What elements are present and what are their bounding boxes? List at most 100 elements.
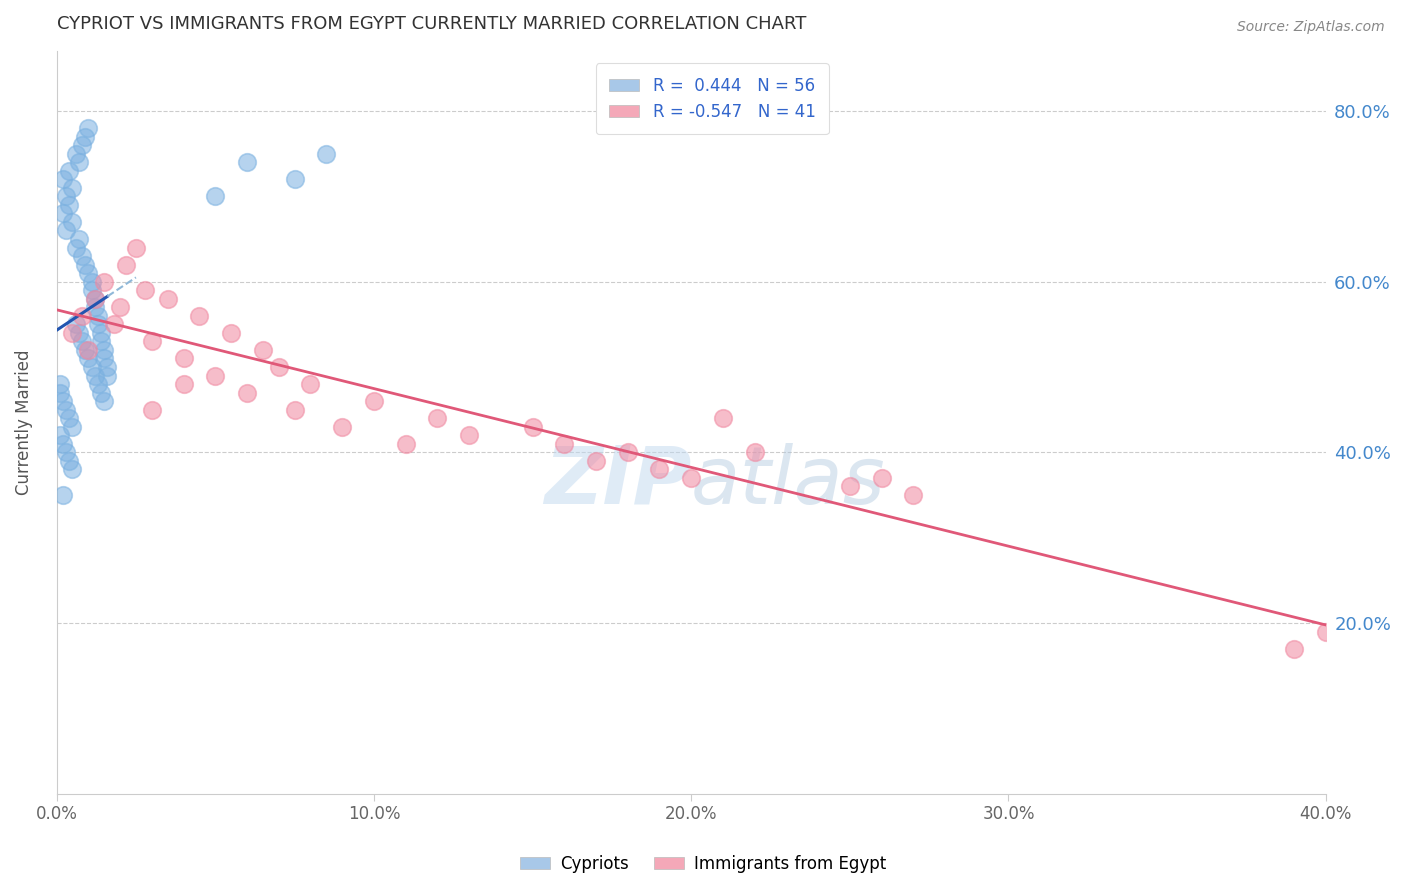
Point bbox=[77, 266, 100, 280]
Point bbox=[83, 292, 105, 306]
Point bbox=[363, 394, 385, 409]
Point bbox=[141, 334, 163, 349]
Point bbox=[49, 377, 72, 392]
Point bbox=[77, 351, 100, 366]
Point bbox=[52, 437, 75, 451]
Point bbox=[70, 249, 93, 263]
Point bbox=[80, 359, 103, 374]
Point bbox=[188, 309, 211, 323]
Point bbox=[80, 275, 103, 289]
Point bbox=[58, 411, 80, 425]
Point bbox=[93, 343, 115, 357]
Point bbox=[83, 292, 105, 306]
Point bbox=[870, 471, 893, 485]
Point bbox=[252, 343, 274, 357]
Point bbox=[616, 445, 638, 459]
Point bbox=[75, 129, 97, 144]
Point bbox=[75, 258, 97, 272]
Point bbox=[585, 454, 607, 468]
Point bbox=[93, 394, 115, 409]
Point bbox=[458, 428, 481, 442]
Point bbox=[58, 454, 80, 468]
Point bbox=[90, 385, 112, 400]
Point bbox=[648, 462, 671, 476]
Point bbox=[83, 300, 105, 314]
Point bbox=[83, 368, 105, 383]
Point bbox=[236, 155, 259, 169]
Point bbox=[65, 318, 87, 332]
Point bbox=[75, 343, 97, 357]
Point bbox=[236, 385, 259, 400]
Point bbox=[1282, 641, 1305, 656]
Point bbox=[299, 377, 322, 392]
Point bbox=[103, 318, 125, 332]
Point bbox=[87, 377, 110, 392]
Point bbox=[62, 462, 84, 476]
Point bbox=[70, 309, 93, 323]
Point bbox=[58, 198, 80, 212]
Point bbox=[90, 334, 112, 349]
Point bbox=[62, 215, 84, 229]
Point bbox=[173, 351, 195, 366]
Point bbox=[90, 326, 112, 340]
Text: Source: ZipAtlas.com: Source: ZipAtlas.com bbox=[1237, 20, 1385, 34]
Point bbox=[204, 368, 226, 383]
Point bbox=[284, 402, 307, 417]
Point bbox=[55, 223, 77, 237]
Point bbox=[204, 189, 226, 203]
Point bbox=[49, 428, 72, 442]
Point bbox=[284, 172, 307, 186]
Y-axis label: Currently Married: Currently Married bbox=[15, 350, 32, 495]
Point bbox=[96, 359, 118, 374]
Point bbox=[115, 258, 138, 272]
Point bbox=[65, 146, 87, 161]
Text: ZIP: ZIP bbox=[544, 442, 692, 521]
Point bbox=[65, 240, 87, 254]
Point bbox=[108, 300, 131, 314]
Point bbox=[55, 402, 77, 417]
Point bbox=[267, 359, 290, 374]
Point bbox=[93, 275, 115, 289]
Point bbox=[522, 419, 544, 434]
Point bbox=[141, 402, 163, 417]
Point bbox=[426, 411, 449, 425]
Point bbox=[77, 121, 100, 136]
Point bbox=[315, 146, 337, 161]
Point bbox=[134, 283, 156, 297]
Point bbox=[55, 445, 77, 459]
Point bbox=[80, 283, 103, 297]
Point bbox=[125, 240, 148, 254]
Point bbox=[553, 437, 575, 451]
Point bbox=[70, 138, 93, 153]
Point bbox=[52, 172, 75, 186]
Point bbox=[173, 377, 195, 392]
Point bbox=[219, 326, 242, 340]
Point bbox=[55, 189, 77, 203]
Point bbox=[903, 488, 925, 502]
Point bbox=[70, 334, 93, 349]
Point bbox=[77, 343, 100, 357]
Point bbox=[330, 419, 353, 434]
Point bbox=[67, 155, 90, 169]
Point bbox=[1315, 624, 1337, 639]
Legend: Cypriots, Immigrants from Egypt: Cypriots, Immigrants from Egypt bbox=[513, 848, 893, 880]
Point bbox=[681, 471, 703, 485]
Point bbox=[62, 326, 84, 340]
Point bbox=[93, 351, 115, 366]
Point bbox=[395, 437, 418, 451]
Point bbox=[87, 318, 110, 332]
Point bbox=[52, 488, 75, 502]
Legend: R =  0.444   N = 56, R = -0.547   N = 41: R = 0.444 N = 56, R = -0.547 N = 41 bbox=[596, 63, 828, 135]
Point bbox=[58, 163, 80, 178]
Text: atlas: atlas bbox=[692, 442, 886, 521]
Point bbox=[62, 419, 84, 434]
Point bbox=[52, 394, 75, 409]
Point bbox=[96, 368, 118, 383]
Point bbox=[156, 292, 179, 306]
Point bbox=[52, 206, 75, 220]
Point bbox=[49, 385, 72, 400]
Point bbox=[744, 445, 766, 459]
Point bbox=[711, 411, 734, 425]
Point bbox=[62, 180, 84, 194]
Text: CYPRIOT VS IMMIGRANTS FROM EGYPT CURRENTLY MARRIED CORRELATION CHART: CYPRIOT VS IMMIGRANTS FROM EGYPT CURRENT… bbox=[56, 15, 806, 33]
